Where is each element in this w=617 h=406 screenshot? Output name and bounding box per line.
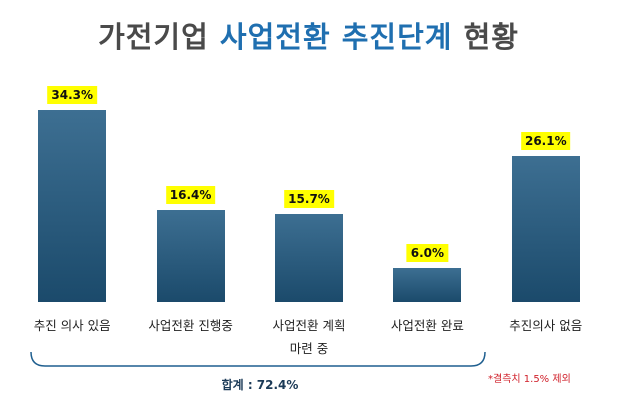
x-tick-label: 사업전환 완료 (390, 318, 464, 333)
value-label: 6.0% (406, 244, 449, 263)
footnote: *결측치 1.5% 제외 (488, 374, 571, 385)
x-tick-label: 사업전환 진행중 (148, 318, 233, 333)
chart-title: 가전기업 사업전환 추진단계 현황 (0, 14, 617, 56)
value-label: 15.7% (284, 190, 334, 209)
title-part: 가전기업 (98, 20, 209, 54)
bar (156, 210, 225, 302)
value-label: 26.1% (520, 131, 571, 150)
x-tick-label: 사업전환 계획 마련 중 (272, 318, 346, 356)
title-part: 현황 (463, 20, 519, 54)
value-label: 16.4% (165, 186, 216, 205)
bar (275, 214, 343, 302)
value-label: 34.3% (47, 86, 98, 104)
bar (511, 155, 580, 302)
bar (393, 268, 462, 302)
bar (38, 110, 107, 302)
total-bracket (30, 351, 486, 367)
x-tick-label: 추진의사 없음 (509, 318, 583, 333)
x-tick-label: 추진 의사 있음 (33, 318, 111, 333)
title-part: 사업전환 추진단계 (219, 20, 453, 54)
total-annotation: 합계 : 72.4% (221, 378, 299, 392)
